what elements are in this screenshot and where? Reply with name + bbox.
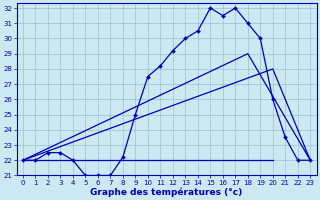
X-axis label: Graphe des températures (°c): Graphe des températures (°c) [91,187,243,197]
